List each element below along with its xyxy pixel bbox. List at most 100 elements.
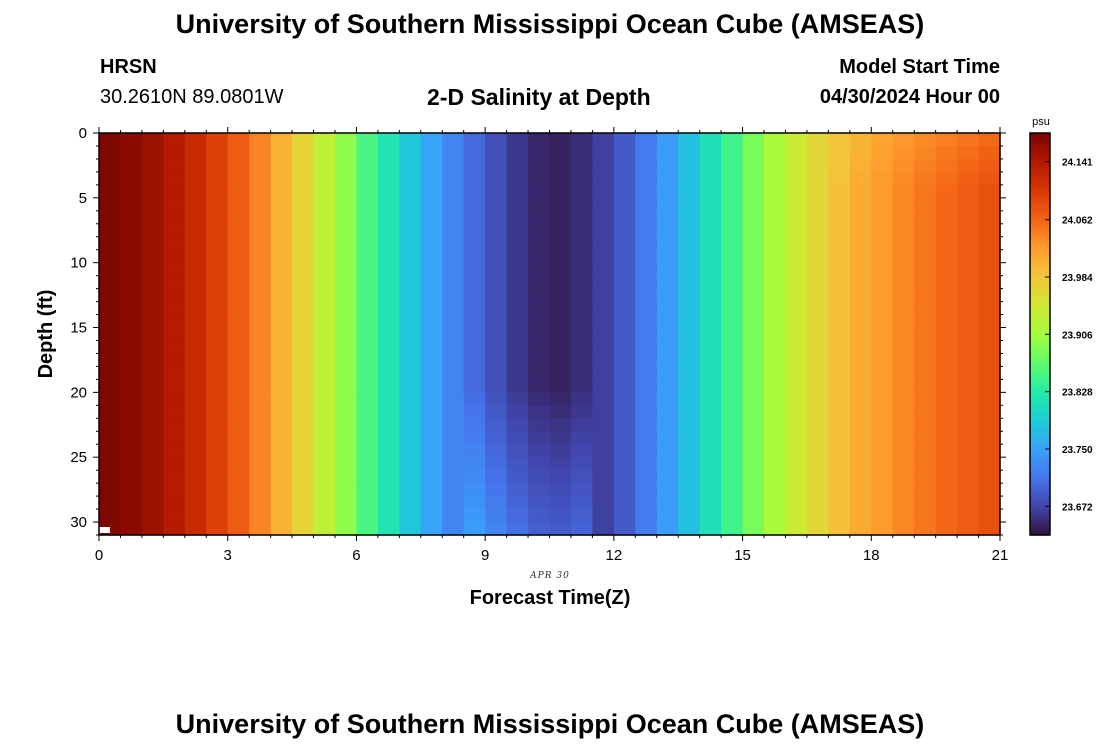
heatmap-cell bbox=[270, 262, 293, 277]
heatmap-cell bbox=[184, 249, 207, 264]
heatmap-cell bbox=[206, 340, 229, 355]
heatmap-cell bbox=[270, 184, 293, 199]
heatmap-cell bbox=[506, 470, 529, 484]
heatmap-cell bbox=[463, 210, 486, 225]
heatmap-cell bbox=[334, 262, 358, 277]
y-tick-label: 20 bbox=[70, 384, 87, 401]
colorbar-segment bbox=[1030, 203, 1050, 208]
heatmap-cell bbox=[292, 353, 315, 368]
heatmap-cell bbox=[377, 366, 400, 380]
heatmap-cell bbox=[764, 210, 787, 225]
heatmap-cell bbox=[592, 223, 615, 238]
heatmap-cell bbox=[377, 405, 400, 419]
heatmap-cell bbox=[957, 236, 980, 251]
heatmap-cell bbox=[721, 340, 744, 355]
heatmap-cell bbox=[206, 288, 229, 303]
heatmap-cell bbox=[721, 288, 744, 303]
heatmap-cell bbox=[506, 249, 529, 264]
heatmap-cell bbox=[699, 249, 722, 264]
heatmap-cell bbox=[785, 145, 808, 160]
heatmap-cell bbox=[420, 171, 443, 186]
heatmap-cell bbox=[227, 236, 250, 251]
heatmap-cell bbox=[892, 275, 915, 290]
colorbar-segment bbox=[1030, 528, 1050, 533]
colorbar-segment bbox=[1030, 444, 1050, 449]
heatmap-cell bbox=[935, 145, 958, 160]
heatmap-cell bbox=[613, 522, 636, 536]
heatmap-cell bbox=[892, 262, 915, 277]
heatmap-cell bbox=[163, 483, 186, 497]
heatmap-cell bbox=[570, 184, 593, 199]
heatmap-cell bbox=[377, 418, 400, 432]
heatmap-cell bbox=[914, 327, 937, 342]
heatmap-cell bbox=[356, 496, 379, 510]
heatmap-cell bbox=[613, 275, 636, 290]
heatmap-cell bbox=[570, 314, 593, 329]
heatmap-cell bbox=[334, 197, 358, 212]
heatmap-cell bbox=[849, 379, 872, 393]
heatmap-cell bbox=[849, 262, 872, 277]
colorbar-tick-label: 23.984 bbox=[1062, 273, 1093, 284]
heatmap-cell bbox=[570, 158, 593, 173]
heatmap-cell bbox=[206, 418, 229, 432]
heatmap-cell bbox=[334, 133, 358, 147]
heatmap-cell bbox=[120, 431, 143, 445]
heatmap-cell bbox=[699, 418, 722, 432]
heatmap-cell bbox=[420, 496, 443, 510]
heatmap-cell bbox=[828, 509, 851, 523]
heatmap-cell bbox=[570, 133, 593, 147]
heatmap-cell bbox=[914, 366, 937, 380]
heatmap-cell bbox=[635, 133, 658, 147]
heatmap-cell bbox=[613, 223, 636, 238]
heatmap-cell bbox=[163, 431, 186, 445]
heatmap-cell bbox=[227, 301, 250, 316]
heatmap-cell bbox=[570, 444, 593, 458]
heatmap-cell bbox=[292, 379, 315, 393]
heatmap-cell bbox=[377, 444, 400, 458]
heatmap-cell bbox=[785, 483, 808, 497]
heatmap-cell bbox=[978, 353, 1001, 368]
heatmap-cell bbox=[420, 522, 443, 536]
heatmap-cell bbox=[656, 340, 679, 355]
heatmap-cell bbox=[163, 236, 186, 251]
heatmap-cell bbox=[528, 353, 551, 368]
heatmap-cell bbox=[292, 171, 315, 186]
colorbar-tick-label: 23.828 bbox=[1062, 388, 1093, 399]
heatmap-cell bbox=[828, 288, 851, 303]
heatmap-cell bbox=[463, 171, 486, 186]
heatmap-cell bbox=[957, 379, 980, 393]
heatmap-cell bbox=[699, 405, 722, 419]
heatmap-cell bbox=[141, 210, 164, 225]
heatmap-cell bbox=[721, 223, 744, 238]
colorbar-segment bbox=[1030, 384, 1050, 389]
heatmap-cell bbox=[699, 197, 722, 212]
heatmap-cell bbox=[249, 327, 272, 342]
heatmap-cell bbox=[377, 145, 400, 160]
heatmap-cell bbox=[334, 496, 358, 510]
colorbar-tick-label: 24.062 bbox=[1062, 216, 1093, 227]
heatmap-cell bbox=[678, 405, 701, 419]
heatmap-cell bbox=[678, 340, 701, 355]
heatmap-cell bbox=[678, 457, 701, 471]
heatmap-cell bbox=[249, 236, 272, 251]
heatmap-cell bbox=[656, 210, 679, 225]
heatmap-cell bbox=[592, 197, 615, 212]
heatmap-cell bbox=[120, 340, 143, 355]
heatmap-cell bbox=[334, 353, 358, 368]
heatmap-cell bbox=[678, 301, 701, 316]
heatmap-cell bbox=[506, 314, 529, 329]
heatmap-cell bbox=[292, 184, 315, 199]
heatmap-cell bbox=[764, 275, 787, 290]
heatmap-cell bbox=[99, 366, 122, 380]
heatmap-cell bbox=[463, 327, 486, 342]
heatmap-cell bbox=[163, 197, 186, 212]
heatmap-cell bbox=[227, 470, 250, 484]
colorbar-segment bbox=[1030, 354, 1050, 359]
heatmap-cell bbox=[828, 353, 851, 368]
heatmap-cell bbox=[635, 301, 658, 316]
heatmap-cell bbox=[206, 275, 229, 290]
heatmap-cell bbox=[914, 210, 937, 225]
heatmap-cell bbox=[935, 457, 958, 471]
colorbar-segment bbox=[1030, 330, 1050, 335]
